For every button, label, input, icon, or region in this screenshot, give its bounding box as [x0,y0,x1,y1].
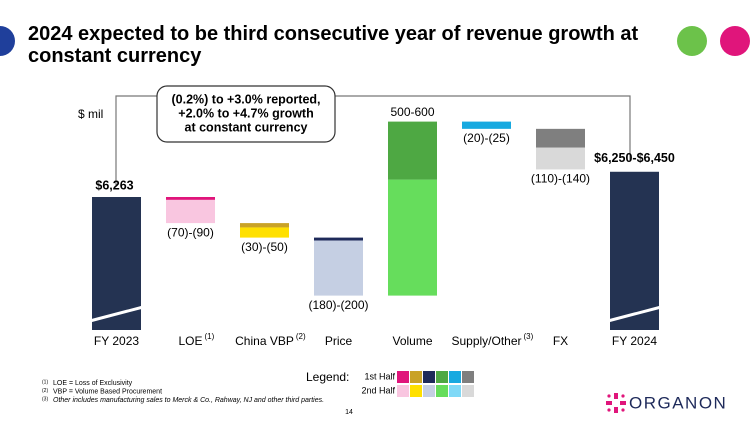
title-text: 2024 expected to be third consecutive ye… [28,23,639,67]
second-half-bar [314,240,363,296]
second-half-bar [166,199,215,224]
first-half-bar [166,197,215,200]
legend-swatch [410,371,422,383]
second-half-bar [388,179,437,296]
second-half-bar [240,227,289,238]
decor-circle [677,26,707,56]
footnote-text: LOE = Loss of Exclusivity [53,380,133,387]
footnote-mark: (1) [42,379,48,385]
footnote-mark: (3) [42,396,48,402]
footnote-text: Other includes manufacturing sales to Me… [53,397,324,404]
category-label: FY 2023 [94,334,139,348]
legend-label: 2nd Half [361,385,395,395]
category-label: Volume [392,334,432,348]
y-label: $ mil [78,107,103,121]
bracket [115,95,631,185]
footnote-mark: (2) [42,388,48,394]
legend-swatch [397,385,409,397]
range-label: (180)-(200) [308,298,368,312]
first-half-bar [314,237,363,241]
range-label: (110)-(140) [531,172,590,186]
footnote-text: VBP = Volume Based Procurement [53,388,162,395]
legend-swatch [423,385,435,397]
legend-swatch [462,385,474,397]
legend-swatch [449,385,461,397]
page-number: 14 [345,409,353,416]
legend-swatch [423,371,435,383]
range-label: 500-600 [390,105,434,119]
range-label: (30)-(50) [241,240,288,254]
category-label: FY 2024 [612,334,657,348]
category-label: LOE [178,334,202,348]
legend-label: 1st Half [364,371,395,381]
callout-text: (0.2%) to +3.0% reported, [172,92,321,106]
category-note: (2) [296,332,306,341]
legend-swatch [436,385,448,397]
second-half-bar [536,147,585,170]
total-label: $6,263 [95,178,133,192]
title: 2024 expected to be third consecutive ye… [28,23,639,67]
callout-text: +2.0% to +4.7% growth [178,106,313,120]
total-bar [610,171,659,330]
legend-swatch [462,371,474,383]
first-half-bar [462,121,511,129]
logo-text: ORGANON [629,393,727,412]
callout-text: at constant currency [185,120,308,134]
legend-title: Legend: [306,370,349,384]
first-half-bar [536,128,585,148]
category-note: (1) [205,332,215,341]
range-label: (70)-(90) [167,225,214,239]
decor-circle [720,26,750,56]
category-label: China VBP [235,334,294,348]
total-label: $6,250-$6,450 [594,151,675,165]
category-note: (3) [524,332,534,341]
logo: ORGANON [606,393,727,413]
category-label: Supply/Other [451,334,521,348]
axis-break [85,304,148,324]
legend-swatch [449,371,461,383]
first-half-bar [388,121,437,180]
legend-swatch [410,385,422,397]
first-half-bar [240,223,289,228]
decor-circle [0,26,15,56]
total-bar [92,197,141,330]
category-label: FX [553,334,568,348]
range-label: (20)-(25) [463,131,510,145]
axis-break [603,304,666,324]
legend-swatch [436,371,448,383]
category-label: Price [325,334,353,348]
callout-box [156,85,336,143]
legend-swatch [397,371,409,383]
